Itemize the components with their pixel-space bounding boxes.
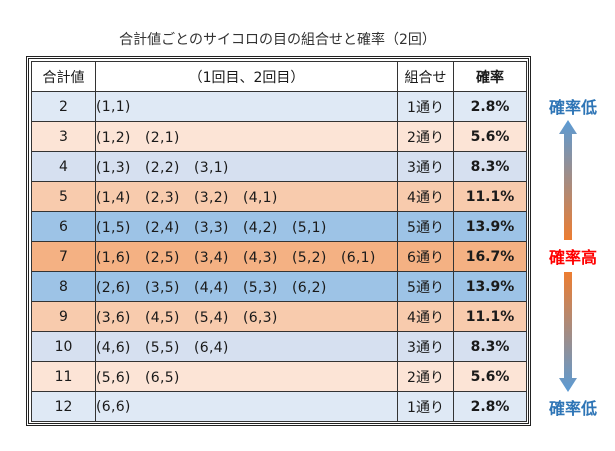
pairs-cell: (1,5) (2,4) (3,3) (4,2) (5,1) <box>95 211 398 242</box>
sum-cell: 2 <box>31 91 96 122</box>
count-cell: 5通り <box>397 211 454 242</box>
low-probability-label-top: 確率低 <box>548 98 597 117</box>
table-row: 4 (1,3) (2,2) (3,1) 3通り 8.3% <box>31 151 527 182</box>
rate-cell: 8.3% <box>453 151 527 182</box>
rate-cell: 11.1% <box>453 181 527 212</box>
rate-cell: 2.8% <box>453 91 527 122</box>
count-cell: 3通り <box>397 331 454 362</box>
table-row: 12 (6,6) 1通り 2.8% <box>31 391 527 422</box>
rate-cell: 16.7% <box>453 241 527 272</box>
count-cell: 2通り <box>397 121 454 152</box>
sum-cell: 8 <box>31 271 96 302</box>
sum-cell: 12 <box>31 391 96 422</box>
probability-arrows <box>559 120 577 392</box>
pairs-cell: (1,6) (2,5) (3,4) (4,3) (5,2) (6,1) <box>95 241 398 272</box>
sum-cell: 4 <box>31 151 96 182</box>
pairs-cell: (1,1) <box>95 91 398 122</box>
table-header-row: 合計値 （1回目、2回目） 組合せ 確率 <box>31 61 527 92</box>
arrow-up-icon <box>559 120 577 240</box>
count-cell: 1通り <box>397 391 454 422</box>
rate-cell: 5.6% <box>453 121 527 152</box>
high-probability-label: 確率高 <box>548 248 597 267</box>
count-cell: 1通り <box>397 91 454 122</box>
count-cell: 4通り <box>397 301 454 332</box>
sum-cell: 11 <box>31 361 96 392</box>
rate-cell: 13.9% <box>453 271 527 302</box>
rate-cell: 5.6% <box>453 361 527 392</box>
table-frame: 合計値 （1回目、2回目） 組合せ 確率 2 (1,1) 1通り 2.8% 3 (1,2… <box>26 56 531 426</box>
count-cell: 5通り <box>397 271 454 302</box>
table-row: 6 (1,5) (2,4) (3,3) (4,2) (5,1) 5通り 13.9% <box>31 211 527 242</box>
header-pairs: （1回目、2回目） <box>95 61 398 92</box>
table-body: 2 (1,1) 1通り 2.8% 3 (1,2) (2,1) 2通り 5.6% 4 (1,3)… <box>31 91 527 422</box>
pairs-cell: (6,6) <box>95 391 398 422</box>
table-row: 7 (1,6) (2,5) (3,4) (4,3) (5,2) (6,1) 6通り 1… <box>31 241 527 272</box>
table-row: 10 (4,6) (5,5) (6,4) 3通り 8.3% <box>31 331 527 362</box>
table-row: 2 (1,1) 1通り 2.8% <box>31 91 527 122</box>
rate-cell: 8.3% <box>453 331 527 362</box>
sum-cell: 5 <box>31 181 96 212</box>
count-cell: 2通り <box>397 361 454 392</box>
table-row: 3 (1,2) (2,1) 2通り 5.6% <box>31 121 527 152</box>
rate-cell: 13.9% <box>453 211 527 242</box>
low-probability-label-bottom: 確率低 <box>548 399 597 418</box>
table-row: 5 (1,4) (2,3) (3,2) (4,1) 4通り 11.1% <box>31 181 527 212</box>
sum-cell: 3 <box>31 121 96 152</box>
header-sum: 合計値 <box>31 61 96 92</box>
sum-cell: 6 <box>31 211 96 242</box>
rate-cell: 2.8% <box>453 391 527 422</box>
arrow-down-icon <box>559 272 577 392</box>
pairs-cell: (4,6) (5,5) (6,4) <box>95 331 398 362</box>
page-title: 合計値ごとのサイコロの目の組合せと確率（2回） <box>119 32 436 48</box>
count-cell: 4通り <box>397 181 454 212</box>
rate-cell: 11.1% <box>453 301 527 332</box>
pairs-cell: (3,6) (4,5) (5,4) (6,3) <box>95 301 398 332</box>
header-rate: 確率 <box>453 61 527 92</box>
header-count: 組合せ <box>397 61 454 92</box>
sum-cell: 7 <box>31 241 96 272</box>
sum-cell: 10 <box>31 331 96 362</box>
pairs-cell: (1,2) (2,1) <box>95 121 398 152</box>
table-row: 11 (5,6) (6,5) 2通り 5.6% <box>31 361 527 392</box>
pairs-cell: (1,3) (2,2) (3,1) <box>95 151 398 182</box>
table-row: 8 (2,6) (3,5) (4,4) (5,3) (6,2) 5通り 13.9% <box>31 271 527 302</box>
pairs-cell: (2,6) (3,5) (4,4) (5,3) (6,2) <box>95 271 398 302</box>
table-row: 9 (3,6) (4,5) (5,4) (6,3) 4通り 11.1% <box>31 301 527 332</box>
pairs-cell: (5,6) (6,5) <box>95 361 398 392</box>
count-cell: 6通り <box>397 241 454 272</box>
pairs-cell: (1,4) (2,3) (3,2) (4,1) <box>95 181 398 212</box>
sum-cell: 9 <box>31 301 96 332</box>
count-cell: 3通り <box>397 151 454 182</box>
probability-table: 合計値 （1回目、2回目） 組合せ 確率 2 (1,1) 1通り 2.8% 3 (1,2… <box>31 61 527 422</box>
